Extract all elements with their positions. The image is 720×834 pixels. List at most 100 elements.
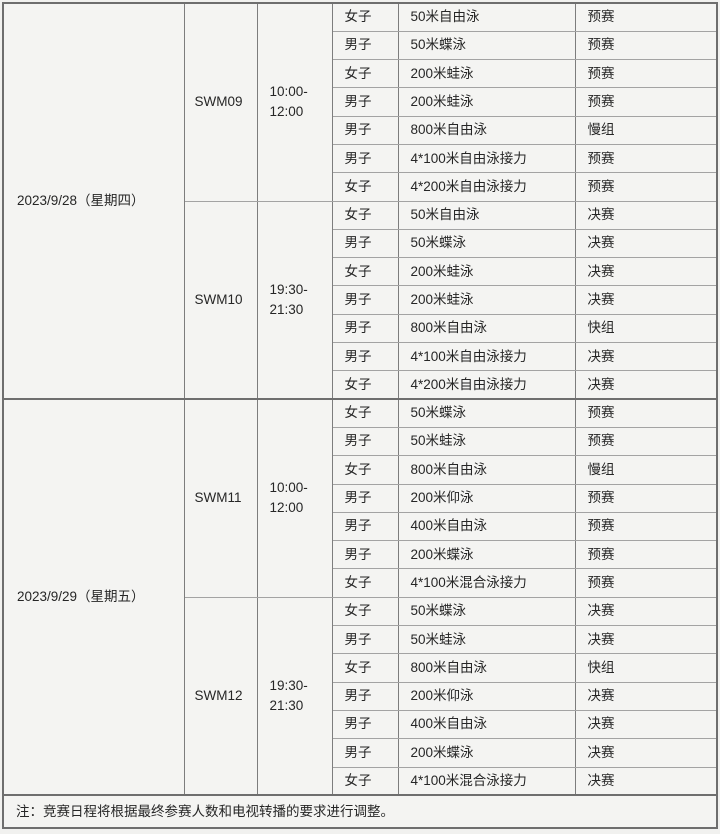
- schedule-row: SWM10 19:30- 21:30 女子 50米自由泳 决赛: [3, 200, 718, 400]
- event-name-cell: 4*100米混合泳接力: [397, 568, 576, 598]
- gender-cell: 男子: [331, 313, 399, 344]
- gender-cell: 男子: [331, 426, 399, 457]
- gender-cell: 女子: [331, 653, 399, 683]
- round-cell: 决赛: [574, 596, 718, 627]
- round-cell: 慢组: [574, 455, 718, 485]
- gender-cell: 男子: [331, 681, 399, 711]
- time-cell: 10:00- 12:00: [256, 398, 333, 598]
- event-name-cell: 4*100米自由泳接力: [397, 342, 576, 372]
- event-name-cell: 800米自由泳: [397, 653, 576, 683]
- event-name-cell: 200米蛙泳: [397, 87, 576, 117]
- round-cell: 预赛: [574, 398, 718, 428]
- time-cell: 10:00- 12:00: [256, 2, 333, 202]
- event-name-cell: 200米仰泳: [397, 483, 576, 513]
- round-cell: 预赛: [574, 568, 718, 598]
- event-name-cell: 50米蝶泳: [397, 30, 576, 61]
- schedule-row: 男子 200米仰泳 预赛: [3, 483, 718, 513]
- event-name-cell: 4*200米自由泳接力: [397, 370, 576, 400]
- schedule-row: 男子 50米蛙泳 决赛: [3, 625, 718, 655]
- gender-cell: 女子: [331, 200, 399, 230]
- round-cell: 快组: [574, 653, 718, 683]
- note-row: 注：竞赛日程将根据最终参赛人数和电视转播的要求进行调整。: [2, 794, 718, 829]
- round-cell: 预赛: [574, 2, 718, 32]
- session-code-cell: SWM12: [183, 596, 258, 796]
- gender-cell: 女子: [331, 257, 399, 287]
- session-code-cell: SWM11: [183, 398, 258, 598]
- event-name-cell: 50米蝶泳: [397, 596, 576, 627]
- event-name-cell: 4*200米自由泳接力: [397, 172, 576, 202]
- event-name-cell: 50米自由泳: [397, 2, 576, 32]
- schedule-row: 女子 800米自由泳 慢组: [3, 455, 718, 485]
- gender-cell: 女子: [331, 398, 399, 428]
- schedule-row: 男子 800米自由泳 慢组: [3, 115, 718, 145]
- gender-cell: 男子: [331, 87, 399, 117]
- schedule-table-body: 2023/9/28（星期四） SWM09 10:00- 12:00 女子 50米自由泳预…: [2, 2, 718, 796]
- time-cell: 19:30- 21:30: [256, 596, 333, 796]
- event-name-cell: 50米蛙泳: [397, 426, 576, 457]
- schedule-table-foot: 注：竞赛日程将根据最终参赛人数和电视转播的要求进行调整。: [2, 794, 718, 829]
- schedule-row: 男子 200米蝶泳 预赛: [3, 540, 718, 570]
- event-name-cell: 50米自由泳: [397, 200, 576, 230]
- schedule-row: 女子 200米蛙泳 预赛: [3, 59, 718, 89]
- round-cell: 决赛: [574, 738, 718, 768]
- schedule-row: 女子 4*200米自由泳接力 预赛: [3, 172, 718, 202]
- round-cell: 决赛: [574, 285, 718, 315]
- gender-cell: 男子: [331, 228, 399, 259]
- gender-cell: 男子: [331, 342, 399, 372]
- gender-cell: 女子: [331, 766, 399, 796]
- event-name-cell: 800米自由泳: [397, 115, 576, 145]
- time-cell: 19:30- 21:30: [256, 200, 333, 400]
- schedule-row: 女子 4*200米自由泳接力 决赛: [3, 370, 718, 400]
- session-code-cell: SWM09: [183, 2, 258, 202]
- schedule-row: 男子 200米蛙泳 预赛: [3, 87, 718, 117]
- schedule-row: 男子 50米蛙泳 预赛: [3, 426, 718, 457]
- schedule-row: 2023/9/29（星期五） SWM11 10:00- 12:00 女子 50米蝶泳 预赛: [2, 398, 718, 796]
- round-cell: 预赛: [574, 172, 718, 202]
- schedule-row: 男子 400米自由泳 决赛: [3, 709, 718, 740]
- gender-cell: 女子: [331, 596, 399, 627]
- gender-cell: 女子: [331, 455, 399, 485]
- event-name-cell: 400米自由泳: [397, 709, 576, 740]
- schedule-row: 2023/9/28（星期四） SWM09 10:00- 12:00 女子 50米自由泳预…: [2, 2, 718, 400]
- round-cell: 决赛: [574, 257, 718, 287]
- event-name-cell: 200米蛙泳: [397, 285, 576, 315]
- event-name-cell: 400米自由泳: [397, 511, 576, 542]
- schedule-row: 男子 200米仰泳 决赛: [3, 681, 718, 711]
- round-cell: 预赛: [574, 511, 718, 542]
- gender-cell: 女子: [331, 172, 399, 202]
- event-name-cell: 200米蛙泳: [397, 257, 576, 287]
- schedule-row: 女子 800米自由泳 快组: [3, 653, 718, 683]
- schedule-row: 男子 50米蝶泳 预赛: [3, 30, 718, 61]
- round-cell: 决赛: [574, 681, 718, 711]
- event-name-cell: 200米蝶泳: [397, 738, 576, 768]
- gender-cell: 男子: [331, 511, 399, 542]
- gender-cell: 男子: [331, 143, 399, 174]
- schedule-row: 女子 4*100米混合泳接力 决赛: [3, 766, 718, 796]
- event-name-cell: 800米自由泳: [397, 313, 576, 344]
- event-name-cell: 800米自由泳: [397, 455, 576, 485]
- gender-cell: 女子: [331, 59, 399, 89]
- session-code-cell: SWM10: [183, 200, 258, 400]
- round-cell: 决赛: [574, 625, 718, 655]
- gender-cell: 男子: [331, 483, 399, 513]
- round-cell: 预赛: [574, 30, 718, 61]
- gender-cell: 男子: [331, 30, 399, 61]
- round-cell: 预赛: [574, 483, 718, 513]
- gender-cell: 女子: [331, 370, 399, 400]
- schedule-row: 男子 400米自由泳 预赛: [3, 511, 718, 542]
- event-name-cell: 50米蝶泳: [397, 398, 576, 428]
- round-cell: 决赛: [574, 766, 718, 796]
- schedule-row: 男子 50米蝶泳 决赛: [3, 228, 718, 259]
- event-name-cell: 50米蝶泳: [397, 228, 576, 259]
- round-cell: 预赛: [574, 87, 718, 117]
- event-name-cell: 200米仰泳: [397, 681, 576, 711]
- event-name-cell: 4*100米混合泳接力: [397, 766, 576, 796]
- gender-cell: 男子: [331, 115, 399, 145]
- schedule-row: 男子 200米蛙泳 决赛: [3, 285, 718, 315]
- gender-cell: 男子: [331, 540, 399, 570]
- schedule-row: 男子 800米自由泳 快组: [3, 313, 718, 344]
- gender-cell: 男子: [331, 625, 399, 655]
- round-cell: 预赛: [574, 426, 718, 457]
